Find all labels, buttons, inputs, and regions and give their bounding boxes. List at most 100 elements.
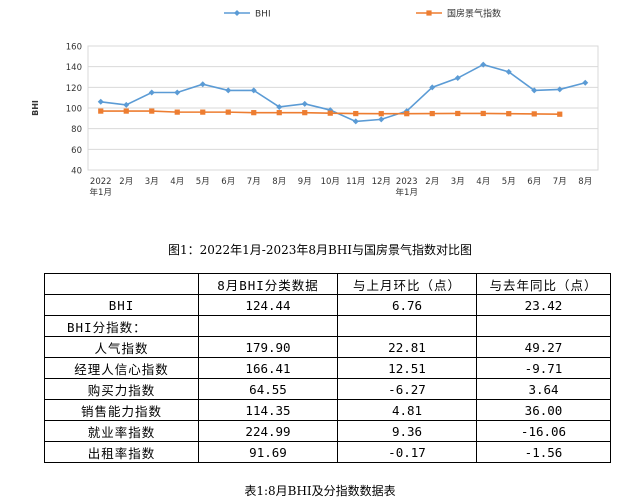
data-point (174, 109, 180, 115)
cell-mom: -6.27 (337, 378, 477, 400)
data-point (353, 110, 359, 117)
data-point (327, 110, 333, 116)
y-tick-label: 40 (71, 167, 82, 177)
data-point (505, 68, 512, 75)
cell-yoy: 23.42 (476, 294, 611, 316)
row-name: 销售能力指数 (44, 399, 199, 421)
x-tick-label: 8月 (272, 177, 286, 187)
y-tick-label: 120 (66, 84, 82, 94)
cell-value: 124.44 (198, 294, 338, 316)
cell-value: 91.69 (198, 441, 338, 463)
y-tick-label: 60 (71, 146, 82, 156)
series-line-bhi (100, 63, 586, 123)
cell-yoy: 36.00 (476, 399, 611, 421)
table-row: 就业率指数 224.99 9.36 -16.06 (44, 420, 611, 442)
data-point (199, 81, 206, 88)
data-point (200, 109, 206, 115)
data-point (582, 79, 589, 86)
data-point (429, 110, 435, 117)
empty-cell (198, 315, 338, 337)
data-point (302, 110, 308, 116)
table-row: 销售能力指数 114.35 4.81 36.00 (44, 399, 611, 421)
x-tick-label: 12月 (372, 177, 391, 187)
cell-value: 179.90 (198, 336, 338, 358)
legend-label: 国房景气指数 (447, 8, 501, 20)
data-point (250, 87, 257, 94)
section-label: BHI分指数： (44, 315, 199, 337)
x-tick-label: 9月 (298, 177, 312, 187)
data-point (276, 103, 283, 110)
data-point (352, 118, 359, 125)
data-point (506, 111, 512, 117)
cell-value: 114.35 (198, 399, 338, 421)
table-header-cell (44, 273, 199, 295)
data-point (556, 86, 563, 93)
cell-mom: 22.81 (337, 336, 477, 358)
x-tick-label: 2023 (396, 177, 418, 187)
data-point (480, 61, 487, 68)
data-point (378, 111, 384, 117)
data-point (225, 87, 232, 94)
legend-label: BHI (255, 10, 271, 20)
bhi-data-table: 8月BHI分类数据 与上月环比（点） 与去年同比（点） BHI 124.44 6… (44, 273, 611, 463)
x-tick-label: 3月 (145, 177, 159, 187)
data-point (454, 75, 461, 82)
x-tick-label: 年1月 (90, 187, 112, 198)
figure-caption: 图1：2022年1月-2023年8月BHI与国房景气指数对比图 (167, 243, 473, 257)
cell-mom: -0.17 (337, 441, 477, 463)
table-header-row: 8月BHI分类数据 与上月环比（点） 与去年同比（点） (44, 273, 611, 295)
data-point (557, 111, 563, 117)
legend-marker (426, 10, 432, 16)
row-name: 就业率指数 (44, 420, 199, 442)
table-section-row: BHI分指数： (44, 315, 611, 337)
table-row: BHI 124.44 6.76 23.42 (44, 294, 611, 316)
row-name: 出租率指数 (44, 441, 199, 463)
data-point (225, 109, 231, 115)
data-point (429, 84, 436, 91)
data-point (149, 108, 155, 114)
data-point (123, 108, 129, 114)
x-tick-label: 3月 (451, 177, 465, 187)
cell-mom: 9.36 (337, 420, 477, 442)
cell-yoy: -16.06 (476, 420, 611, 442)
cell-mom: 12.51 (337, 357, 477, 379)
y-tick-label: 140 (66, 63, 82, 73)
table-header-cell: 8月BHI分类数据 (198, 273, 338, 295)
empty-cell (337, 315, 477, 337)
data-point (531, 111, 537, 117)
row-name: BHI (44, 294, 199, 316)
x-tick-label: 6月 (527, 177, 541, 187)
data-point (97, 98, 104, 105)
data-point (123, 101, 130, 108)
x-tick-label: 4月 (476, 177, 490, 187)
data-point (404, 111, 410, 117)
x-tick-label: 8月 (578, 177, 592, 187)
cell-yoy: -9.71 (476, 357, 611, 379)
row-name: 购买力指数 (44, 378, 199, 400)
cell-value: 64.55 (198, 378, 338, 400)
x-tick-label: 5月 (502, 177, 516, 187)
x-tick-label: 7月 (553, 177, 567, 187)
cell-yoy: 49.27 (476, 336, 611, 358)
cell-value: 224.99 (198, 420, 338, 442)
table-row: 人气指数 179.90 22.81 49.27 (44, 336, 611, 358)
x-tick-label: 年1月 (396, 187, 418, 198)
data-point (276, 110, 282, 116)
x-tick-label: 4月 (170, 177, 184, 187)
x-tick-label: 6月 (221, 177, 235, 187)
table-row: 出租率指数 91.69 -0.17 -1.56 (44, 441, 611, 463)
data-point (251, 110, 257, 116)
data-point (531, 87, 538, 94)
row-name: 经理人信心指数 (44, 357, 199, 379)
cell-value: 166.41 (198, 357, 338, 379)
y-tick-label: 100 (66, 105, 82, 115)
data-point (301, 100, 308, 107)
table-header-cell: 与上月环比（点） (337, 273, 477, 295)
cell-yoy: -1.56 (476, 441, 611, 463)
plot-border (87, 45, 599, 171)
data-point (98, 108, 104, 114)
y-tick-label: 80 (71, 125, 82, 135)
data-point (378, 116, 385, 123)
table-row: 经理人信心指数 166.41 12.51 -9.71 (44, 357, 611, 379)
row-name: 人气指数 (44, 336, 199, 358)
